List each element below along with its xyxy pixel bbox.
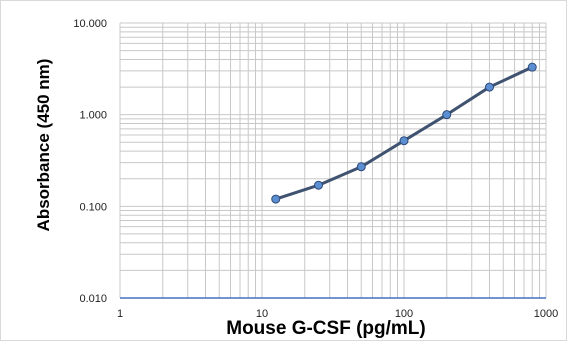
y-tick-label: 10.000: [73, 18, 107, 30]
data-series: [271, 62, 537, 204]
grid-lines: [119, 22, 547, 299]
data-point: [527, 62, 537, 72]
data-point: [314, 180, 324, 190]
y-axis-title: Absorbance (450 nm): [34, 59, 53, 232]
y-tick-label: 0.100: [79, 201, 107, 213]
x-tick-label: 100: [395, 308, 413, 320]
data-point: [484, 82, 494, 92]
x-tick-label: 10: [256, 308, 268, 320]
x-axis-title: Mouse G-CSF (pg/mL): [226, 318, 425, 339]
data-point: [442, 110, 452, 120]
data-point: [356, 162, 366, 172]
y-tick-label: 0.010: [79, 293, 107, 305]
y-tick-label: 1.000: [79, 110, 107, 122]
tick-labels: 1 10 100 1000 0.010 0.100 1.000 10.000: [73, 18, 558, 320]
data-point: [271, 194, 281, 204]
x-tick-label: 1000: [534, 308, 558, 320]
x-tick-label: 1: [117, 308, 123, 320]
data-point: [399, 136, 409, 146]
